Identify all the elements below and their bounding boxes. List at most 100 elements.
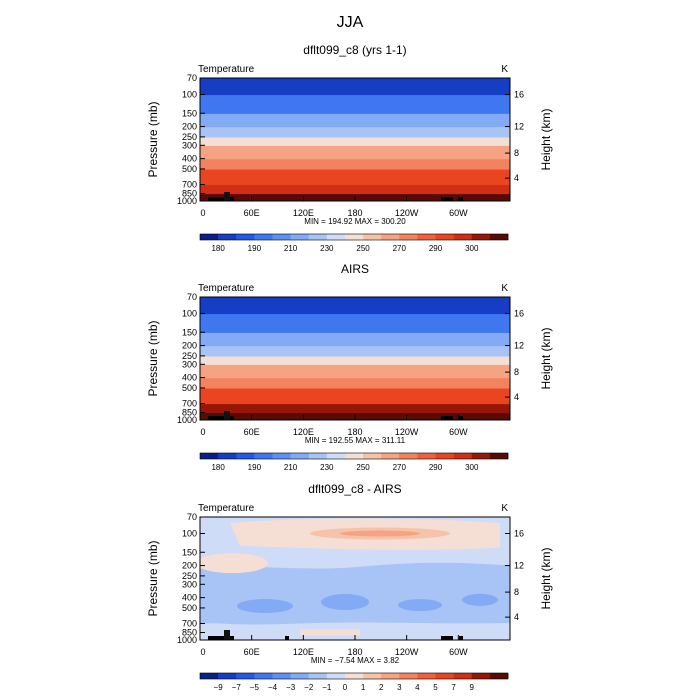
- y-tick-label: 200: [182, 341, 197, 351]
- y-tick-label: 250: [182, 351, 197, 361]
- y-tick-label: 1000: [177, 635, 197, 645]
- colorbar-swatch: [471, 673, 491, 679]
- contour-band: [200, 78, 510, 96]
- colorbar-label: −5: [250, 683, 260, 692]
- chart-subtitle-right: K: [501, 283, 508, 294]
- colorbar-swatch: [363, 673, 382, 679]
- y-right-tick-label: 16: [514, 89, 524, 99]
- x-tick-label: 120E: [293, 427, 314, 437]
- terrain-mask: [441, 197, 453, 201]
- contour-patch: [200, 553, 268, 574]
- y-right-tick-label: 4: [514, 173, 519, 183]
- colorbar-label: 290: [429, 463, 443, 472]
- y-tick-label: 200: [182, 122, 197, 132]
- terrain-mask: [441, 636, 453, 640]
- contour-band: [200, 145, 510, 160]
- colorbar-label: 300: [465, 463, 479, 472]
- colorbar-swatch: [290, 234, 310, 240]
- colorbar-label: −9: [214, 683, 224, 692]
- colorbar-swatch: [308, 234, 328, 240]
- y-right-tick-label: 8: [514, 148, 519, 158]
- contour-band: [200, 345, 510, 357]
- x-tick-label: 120W: [395, 427, 419, 437]
- colorbar-swatch: [489, 234, 509, 240]
- colorbar-swatch: [272, 453, 291, 459]
- terrain-mask: [224, 630, 230, 640]
- colorbar-swatch: [417, 234, 436, 240]
- contour-band: [200, 313, 510, 333]
- colorbar-label: 300: [465, 244, 479, 253]
- y-tick-label: 70: [187, 73, 197, 83]
- contour-band: [200, 332, 510, 347]
- colorbar-swatch: [381, 453, 400, 459]
- colorbar-label: 2: [379, 683, 384, 692]
- y-tick-label: 850: [182, 627, 197, 637]
- chart-subtitle-right: K: [501, 503, 508, 514]
- colorbar-label: 190: [248, 463, 262, 472]
- colorbar-swatch: [453, 673, 473, 679]
- x-tick-label: 180: [347, 647, 362, 657]
- terrain-mask: [224, 411, 230, 420]
- contour-band: [200, 94, 510, 114]
- contour-field: [200, 297, 510, 420]
- y-axis-label: Pressure (mb): [146, 320, 160, 396]
- stats-label: MIN = 192.55 MAX = 311.11: [305, 436, 406, 445]
- colorbar-frame: [199, 233, 509, 241]
- colorbar-swatch: [236, 234, 255, 240]
- y-tick-label: 100: [182, 89, 197, 99]
- y-tick-label: 500: [182, 603, 197, 613]
- y-tick-label: 700: [182, 399, 197, 409]
- colorbar-swatch: [218, 453, 237, 459]
- colorbar-swatch: [399, 673, 418, 679]
- contour-band: [200, 403, 510, 414]
- colorbar-label: 210: [284, 463, 298, 472]
- colorbar-swatch: [417, 453, 436, 459]
- colorbar-swatch: [471, 234, 491, 240]
- colorbar-swatch: [344, 673, 364, 679]
- chart-title: dflt099_c8 (yrs 1-1): [303, 43, 406, 57]
- contour-field: [200, 517, 510, 640]
- colorbar-label: 250: [356, 244, 370, 253]
- colorbar-label: −4: [268, 683, 278, 692]
- stats-label: MIN = 194.92 MAX = 300.20: [304, 217, 406, 226]
- y-tick-label: 250: [182, 132, 197, 142]
- colorbar-label: 5: [433, 683, 438, 692]
- y-tick-label: 300: [182, 359, 197, 369]
- colorbar-swatch: [326, 234, 346, 240]
- colorbar-swatch: [290, 673, 310, 679]
- y-tick-label: 700: [182, 180, 197, 190]
- x-tick-label: 60E: [244, 427, 260, 437]
- colorbar-label: 4: [415, 683, 420, 692]
- colorbar-swatch: [417, 673, 436, 679]
- colorbar-label: 250: [356, 463, 370, 472]
- x-tick-label: 120W: [395, 647, 419, 657]
- colorbar-swatch: [272, 234, 291, 240]
- contour-patch: [321, 594, 369, 611]
- y-tick-label: 150: [182, 327, 197, 337]
- colorbar-label: 230: [320, 463, 334, 472]
- y-tick-label: 70: [187, 512, 197, 522]
- colorbar-swatch: [236, 673, 255, 679]
- y-tick-label: 250: [182, 571, 197, 581]
- x-tick-label: 180: [347, 208, 362, 218]
- colorbar-swatch: [254, 234, 273, 240]
- colorbar-label: 1: [361, 683, 366, 692]
- colorbar-swatch: [200, 234, 219, 240]
- colorbar-frame: [199, 672, 509, 680]
- y-axis-label: Pressure (mb): [146, 101, 160, 177]
- y-axis-label: Pressure (mb): [146, 540, 160, 616]
- x-tick-label: 120W: [395, 208, 419, 218]
- terrain-mask: [208, 416, 234, 420]
- y-right-tick-label: 8: [514, 367, 519, 377]
- y-axis-label-right: Height (km): [539, 547, 553, 609]
- colorbar-swatch: [236, 453, 255, 459]
- x-tick-label: 120E: [293, 647, 314, 657]
- y-tick-label: 400: [182, 373, 197, 383]
- colorbar-label: 290: [429, 244, 443, 253]
- x-tick-label: 0: [200, 208, 205, 218]
- x-tick-label: 60E: [244, 647, 260, 657]
- contour-band: [200, 168, 510, 186]
- colorbar-swatch: [435, 234, 454, 240]
- contour-band: [200, 136, 510, 146]
